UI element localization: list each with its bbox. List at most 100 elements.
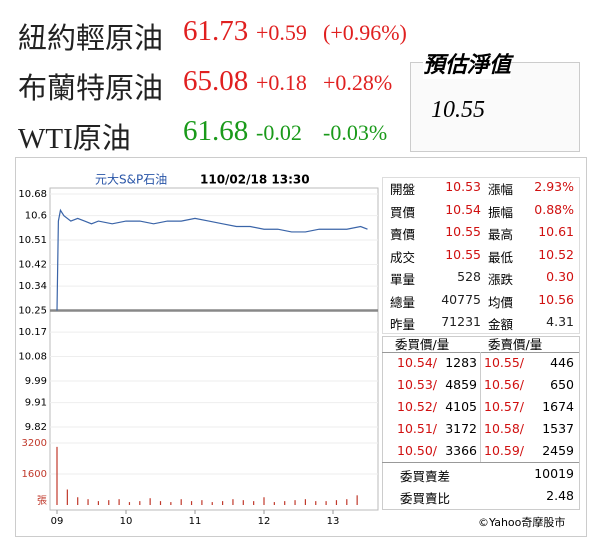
ask-qty: 1537	[542, 421, 574, 436]
label: 金額	[488, 317, 514, 332]
label: 振幅	[488, 204, 514, 220]
label: 漲幅	[488, 182, 514, 197]
quote-price: 61.68	[183, 115, 249, 147]
label: 最低	[488, 249, 514, 265]
ask-price: 10.58/	[484, 421, 524, 436]
bid-price: 10.54/	[397, 355, 437, 370]
volume-bar	[335, 500, 338, 505]
quote-change: +0.18	[256, 70, 307, 95]
y2-tick-label: 3200	[22, 438, 47, 449]
label: 漲跌	[488, 272, 514, 287]
nav-value: 10.55	[431, 97, 485, 123]
bid-price: 10.53/	[397, 377, 437, 392]
ask-price: 10.57/	[484, 399, 524, 414]
label: 開盤	[390, 182, 416, 197]
quote-change: +0.59	[256, 20, 307, 45]
value: 10.52	[538, 246, 574, 262]
summary-label: 委買賣比	[400, 491, 451, 506]
volume-bar	[139, 501, 141, 505]
quote-name: 紐約輕原油	[18, 23, 164, 55]
label: 賣價	[390, 227, 416, 242]
x-tick-label: 10	[120, 516, 133, 527]
y-tick-label: 10.25	[18, 306, 47, 317]
y-tick-label: 10.6	[25, 211, 47, 222]
ask-qty: 446	[550, 355, 574, 370]
summary-label: 委買賣差	[400, 469, 451, 484]
price-line	[56, 208, 368, 311]
volume-bar	[356, 495, 358, 505]
volume-bar	[66, 489, 68, 505]
divider	[382, 462, 579, 463]
value: 10.56	[538, 291, 574, 307]
value: 0.30	[546, 269, 574, 284]
volume-bar	[222, 501, 224, 505]
footer: ©Yahoo奇摩股市	[478, 516, 566, 529]
y-tick-label: 10.08	[18, 352, 47, 363]
divider	[480, 352, 481, 462]
value: 2.93%	[534, 179, 574, 194]
label: 總量	[390, 294, 416, 310]
summary-value: 10019	[534, 466, 574, 481]
volume-bar	[108, 500, 110, 505]
y-tick-label: 10.17	[18, 327, 47, 338]
volume-bar	[128, 502, 131, 505]
volume-bar	[149, 498, 151, 505]
chart-subtitle: 110/02/18 13:30	[200, 173, 310, 187]
quote-name: WTI原油	[18, 123, 131, 155]
bid-price: 10.52/	[397, 399, 437, 414]
table-frame	[382, 177, 580, 334]
value: 10.61	[538, 224, 574, 239]
volume-bar	[118, 499, 120, 505]
label: 單量	[390, 272, 416, 287]
y2-axis-label: 張	[37, 495, 47, 507]
bid-price: 10.51/	[397, 421, 437, 436]
order-frame	[382, 336, 580, 510]
bid-qty: 4859	[445, 377, 477, 392]
value: 0.88%	[534, 201, 574, 217]
volume-bar	[201, 500, 203, 505]
volume-bar	[97, 501, 99, 505]
volume-bar	[232, 499, 234, 505]
y-tick-label: 10.42	[18, 259, 47, 270]
value: 528	[457, 269, 481, 284]
value: 4.31	[546, 314, 574, 329]
x-tick-label: 09	[51, 516, 64, 527]
quote-change: -0.02	[256, 120, 302, 145]
order-header: 委買價/量	[395, 337, 450, 352]
quote-pct: (+0.96%)	[323, 20, 407, 45]
value: 10.55	[445, 246, 481, 262]
ask-price: 10.59/	[484, 443, 524, 458]
volume-bar	[190, 501, 193, 505]
y-tick-label: 10.34	[18, 281, 47, 292]
value: 71231	[441, 314, 481, 329]
y-tick-label: 10.51	[18, 235, 47, 246]
label: 最高	[488, 227, 514, 242]
value: 10.54	[445, 201, 481, 217]
ask-qty: 650	[550, 377, 574, 392]
summary-value: 2.48	[546, 488, 574, 503]
bid-qty: 1283	[445, 355, 477, 370]
bid-qty: 4105	[445, 399, 477, 414]
y-tick-label: 9.99	[25, 376, 47, 387]
volume-bar	[346, 499, 348, 505]
quote-name: 布蘭特原油	[18, 73, 164, 105]
ask-qty: 1674	[542, 399, 574, 414]
plot-frame	[49, 187, 379, 511]
label: 成交	[390, 249, 416, 265]
volume-bar	[263, 497, 265, 505]
nav-box: 預估淨值 10.55	[410, 47, 580, 152]
x-tick-label: 13	[327, 516, 340, 527]
label: 買價	[390, 204, 416, 220]
quote-price: 65.08	[183, 65, 249, 97]
volume-bar	[87, 499, 89, 505]
quote-price: 61.73	[183, 15, 249, 47]
nav-title: 預估淨值	[423, 47, 512, 79]
y-tick-label: 9.82	[25, 422, 47, 433]
x-tick-label: 11	[189, 516, 202, 527]
volume-bar	[56, 446, 58, 505]
bid-qty: 3366	[445, 443, 477, 458]
volume-bar	[284, 501, 286, 505]
x-tick-label: 12	[258, 516, 271, 527]
